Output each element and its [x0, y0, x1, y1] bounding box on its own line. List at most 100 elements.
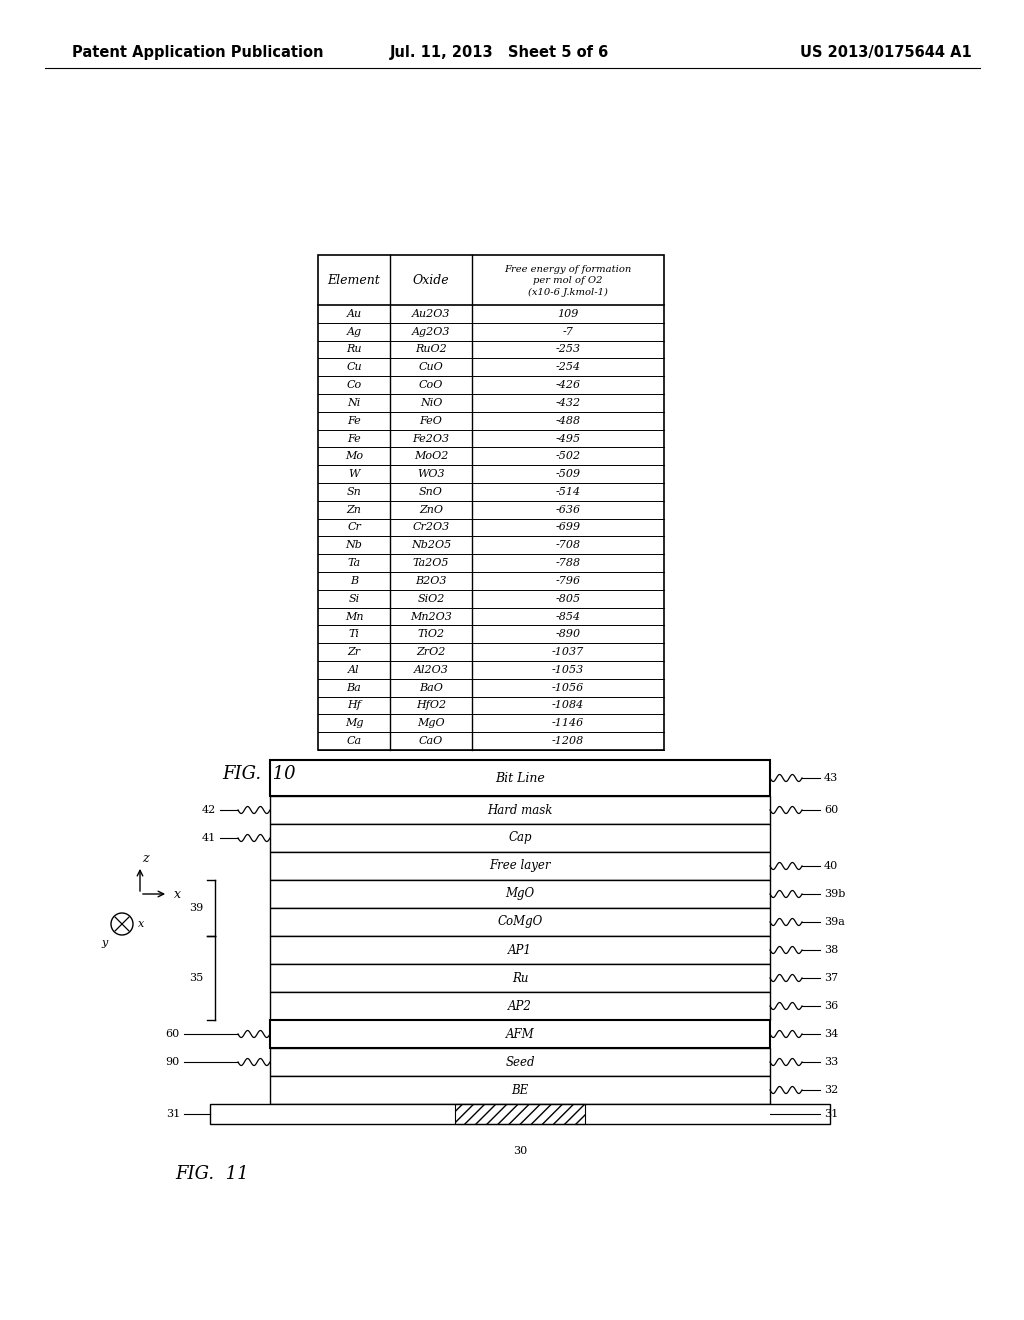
Text: Cap: Cap [508, 832, 531, 845]
Text: Au2O3: Au2O3 [412, 309, 451, 319]
Bar [270, 936, 770, 964]
Text: Nb2O5: Nb2O5 [411, 540, 452, 550]
Text: Mn: Mn [345, 611, 364, 622]
Text: -426: -426 [555, 380, 581, 391]
Bar [270, 760, 770, 796]
Bar [455, 1104, 585, 1125]
Text: 39b: 39b [824, 888, 846, 899]
Text: Si: Si [348, 594, 359, 603]
Text: -7: -7 [562, 327, 573, 337]
Text: MgO: MgO [506, 887, 535, 900]
Text: Ru: Ru [512, 972, 528, 985]
Text: CuO: CuO [419, 362, 443, 372]
Bar [270, 1076, 770, 1104]
Text: -432: -432 [555, 397, 581, 408]
Bar [318, 255, 664, 750]
Text: -1146: -1146 [552, 718, 584, 729]
Text: Mg: Mg [345, 718, 364, 729]
Text: 43: 43 [824, 774, 839, 783]
Text: Ti: Ti [348, 630, 359, 639]
Text: 31: 31 [824, 1109, 839, 1119]
Text: Co: Co [346, 380, 361, 391]
Text: x: x [174, 887, 181, 900]
Text: TiO2: TiO2 [418, 630, 444, 639]
Text: 36: 36 [824, 1001, 839, 1011]
Text: Hf: Hf [347, 701, 360, 710]
Text: Au: Au [346, 309, 361, 319]
Bar [270, 993, 770, 1020]
Text: Free energy of formation
per mol of O2
(x10-6 J.kmol-1): Free energy of formation per mol of O2 (… [504, 265, 632, 297]
Text: -514: -514 [555, 487, 581, 496]
Text: Bit Line: Bit Line [496, 771, 545, 784]
Text: 35: 35 [188, 973, 203, 983]
Text: B2O3: B2O3 [416, 576, 446, 586]
Text: -699: -699 [555, 523, 581, 532]
Text: Zr: Zr [347, 647, 360, 657]
Text: Cu: Cu [346, 362, 361, 372]
Text: Ru: Ru [346, 345, 361, 355]
Text: MgO: MgO [417, 718, 444, 729]
Text: -488: -488 [555, 416, 581, 425]
Bar [210, 1104, 830, 1125]
Text: -708: -708 [555, 540, 581, 550]
Text: 41: 41 [202, 833, 216, 843]
Text: Free layer: Free layer [489, 859, 551, 873]
Text: US 2013/0175644 A1: US 2013/0175644 A1 [800, 45, 972, 59]
Text: ZrO2: ZrO2 [417, 647, 445, 657]
Text: Sn: Sn [347, 487, 361, 496]
Text: -1053: -1053 [552, 665, 584, 675]
Text: Ba: Ba [347, 682, 361, 693]
Text: FeO: FeO [420, 416, 442, 425]
Text: Jul. 11, 2013   Sheet 5 of 6: Jul. 11, 2013 Sheet 5 of 6 [390, 45, 609, 59]
Text: 40: 40 [824, 861, 839, 871]
Text: 37: 37 [824, 973, 838, 983]
Text: 32: 32 [824, 1085, 839, 1096]
Text: 42: 42 [202, 805, 216, 814]
Text: AP2: AP2 [508, 999, 531, 1012]
Text: Cr: Cr [347, 523, 360, 532]
Text: -788: -788 [555, 558, 581, 568]
Text: Oxide: Oxide [413, 273, 450, 286]
Text: B: B [350, 576, 358, 586]
Text: Al: Al [348, 665, 359, 675]
Text: Ca: Ca [346, 737, 361, 746]
Text: Ta2O5: Ta2O5 [413, 558, 450, 568]
Text: -253: -253 [555, 345, 581, 355]
Text: CoO: CoO [419, 380, 443, 391]
Text: z: z [142, 851, 148, 865]
Text: -1056: -1056 [552, 682, 584, 693]
Bar [270, 908, 770, 936]
Text: Patent Application Publication: Patent Application Publication [72, 45, 324, 59]
Text: Mn2O3: Mn2O3 [410, 611, 452, 622]
Text: WO3: WO3 [417, 469, 444, 479]
Text: 109: 109 [557, 309, 579, 319]
Text: Ag2O3: Ag2O3 [412, 327, 451, 337]
Text: Mo: Mo [345, 451, 364, 461]
Text: Fe: Fe [347, 416, 360, 425]
Text: MoO2: MoO2 [414, 451, 449, 461]
Text: Ta: Ta [347, 558, 360, 568]
Bar [270, 796, 770, 824]
Text: -854: -854 [555, 611, 581, 622]
Text: Fe: Fe [347, 433, 360, 444]
Text: Ni: Ni [347, 397, 360, 408]
Text: 38: 38 [824, 945, 839, 954]
Bar [270, 880, 770, 908]
Text: 39: 39 [188, 903, 203, 913]
Text: 90: 90 [166, 1057, 180, 1067]
Text: -254: -254 [555, 362, 581, 372]
Text: BaO: BaO [419, 682, 443, 693]
Text: BE: BE [511, 1084, 528, 1097]
Text: AFM: AFM [506, 1027, 535, 1040]
Text: CoMgO: CoMgO [498, 916, 543, 928]
Text: SiO2: SiO2 [418, 594, 444, 603]
Text: -1208: -1208 [552, 737, 584, 746]
Bar [270, 1048, 770, 1076]
Text: -502: -502 [555, 451, 581, 461]
Text: Al2O3: Al2O3 [414, 665, 449, 675]
Text: Zn: Zn [346, 504, 361, 515]
Text: FIG.  11: FIG. 11 [175, 1166, 249, 1183]
Text: 30: 30 [513, 1146, 527, 1156]
Text: 33: 33 [824, 1057, 839, 1067]
Text: 60: 60 [824, 805, 839, 814]
